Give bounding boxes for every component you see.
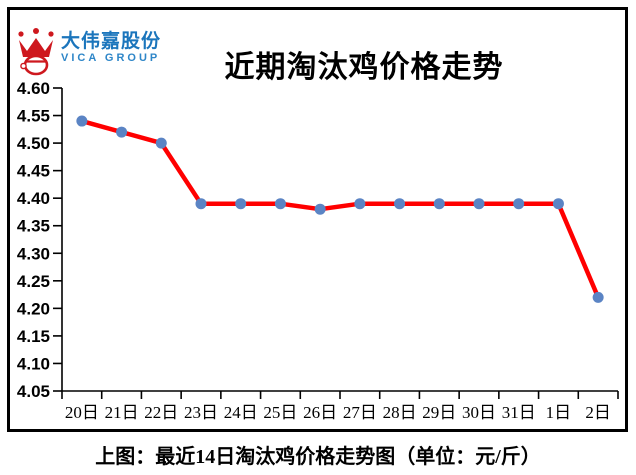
x-axis-label: 23日 (184, 403, 218, 422)
chart-title: 近期淘汰鸡价格走势 (224, 51, 504, 84)
data-point (473, 198, 485, 210)
y-axis-label: 4.20 (17, 299, 50, 318)
y-axis-label: 4.15 (17, 327, 50, 346)
data-point (513, 198, 525, 210)
y-axis-label: 4.45 (17, 162, 50, 181)
data-point (314, 203, 326, 215)
x-axis-label: 2日 (585, 403, 611, 422)
x-axis-label: 24日 (224, 403, 258, 422)
data-point (155, 137, 167, 149)
data-point (76, 115, 88, 127)
y-axis-label: 4.35 (17, 217, 50, 236)
data-point (394, 198, 406, 210)
y-axis-label: 4.40 (17, 189, 50, 208)
y-axis-label: 4.60 (17, 79, 50, 98)
x-axis-label: 28日 (383, 403, 417, 422)
data-point (354, 198, 366, 210)
x-axis-label: 25日 (263, 403, 297, 422)
company-name-en: VICA GROUP (61, 52, 161, 64)
y-axis-label: 4.30 (17, 244, 50, 263)
x-axis-label: 30日 (462, 403, 496, 422)
data-point (116, 126, 128, 138)
x-axis-label: 21日 (105, 403, 139, 422)
x-axis-label: 29日 (422, 403, 456, 422)
price-line (79, 118, 601, 300)
x-axis-label: 20日 (65, 403, 99, 422)
data-point (274, 198, 286, 210)
y-axis-label: 4.55 (17, 107, 50, 126)
data-point (552, 198, 564, 210)
y-axis-label: 4.50 (17, 134, 50, 153)
company-logo: 大伟嘉股份 VICA GROUP (14, 27, 161, 77)
chart-caption: 上图：最近14日淘汰鸡价格走势图（单位：元/斤） (95, 446, 541, 468)
logo-text: 大伟嘉股份 VICA GROUP (61, 27, 161, 65)
x-axis-label: 26日 (303, 403, 337, 422)
chart-frame (7, 7, 628, 432)
y-axis-label: 4.25 (17, 272, 50, 291)
x-axis-label: 22日 (144, 403, 178, 422)
data-point (592, 291, 604, 303)
data-point (433, 198, 445, 210)
data-point (235, 198, 247, 210)
x-axis-label: 1日 (546, 403, 572, 422)
data-point (195, 198, 207, 210)
company-name-cn: 大伟嘉股份 (61, 31, 162, 52)
crown-icon (18, 28, 54, 76)
y-axis-label: 4.05 (17, 382, 50, 401)
x-axis-label: 27日 (343, 403, 377, 422)
x-axis-label: 31日 (502, 403, 536, 422)
y-axis-label: 4.10 (17, 354, 50, 373)
